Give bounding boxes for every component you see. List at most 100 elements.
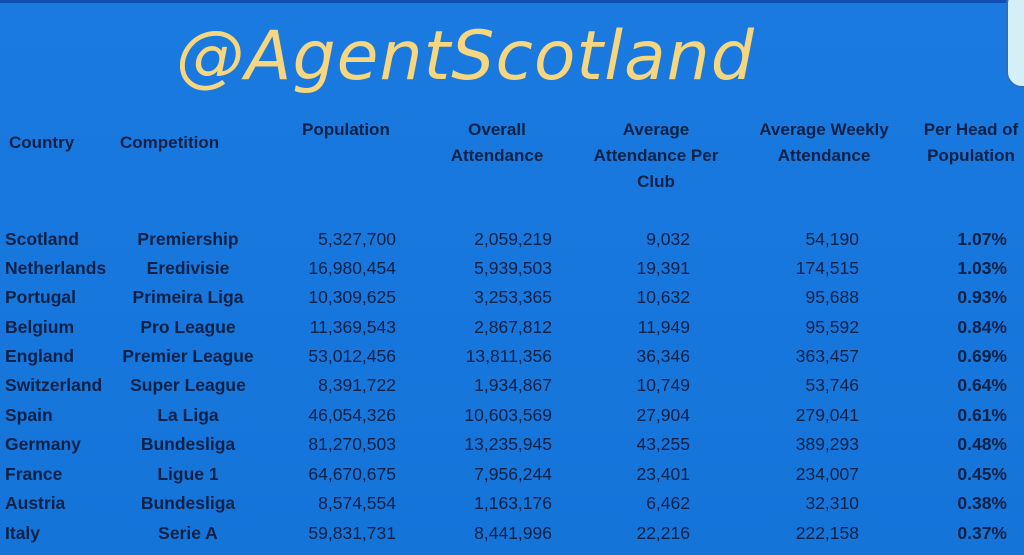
cell-average-weekly: 95,688 <box>805 287 859 307</box>
cell-overall-attendance: 10,603,569 <box>464 405 552 425</box>
cell-average-weekly: 54,190 <box>805 229 859 249</box>
cell-population: 11,369,543 <box>309 317 396 337</box>
cell-competition: Primeira Liga <box>132 287 244 307</box>
header-overall-attendance: Overall Attendance <box>432 117 562 169</box>
table-row: Austria Bundesliga 8,574,554 1,163,176 6… <box>0 489 1024 518</box>
cell-average-per-club: 43,255 <box>636 434 690 454</box>
cell-population: 16,980,454 <box>308 258 396 278</box>
cell-competition: Ligue 1 <box>157 464 219 484</box>
cell-overall-attendance: 2,867,812 <box>474 317 552 337</box>
cell-competition: Premier League <box>122 346 254 366</box>
table-row: Belgium Pro League 11,369,543 2,867,812 … <box>0 313 1024 342</box>
table-row: England Premier League 53,012,456 13,811… <box>0 342 1024 371</box>
cell-average-per-club: 9,032 <box>646 229 690 249</box>
cell-average-per-club: 19,391 <box>636 258 690 278</box>
table-row: Spain La Liga 46,054,326 10,603,569 27,9… <box>0 401 1024 430</box>
cell-per-head: 0.38% <box>957 493 1007 513</box>
header-line: Average Weekly <box>759 120 889 139</box>
cell-population: 5,327,700 <box>318 229 396 249</box>
cell-competition: Pro League <box>140 317 236 337</box>
cell-average-weekly: 279,041 <box>795 405 859 425</box>
cell-population: 59,831,731 <box>308 523 396 543</box>
cell-per-head: 1.07% <box>957 229 1007 249</box>
twitter-handle: @AgentScotland <box>176 17 755 96</box>
header-line: Attendance <box>450 146 544 165</box>
top-border <box>0 0 1024 3</box>
cell-per-head: 0.93% <box>957 287 1007 307</box>
cell-population: 10,309,625 <box>308 287 396 307</box>
cell-country: Italy <box>5 523 41 543</box>
cell-competition: Bundesliga <box>140 434 236 454</box>
table-row: Portugal Primeira Liga 10,309,625 3,253,… <box>0 283 1024 312</box>
cell-population: 81,270,503 <box>308 434 396 454</box>
cell-overall-attendance: 5,939,503 <box>474 258 552 278</box>
cell-country: Netherlands <box>5 258 107 278</box>
cell-population: 46,054,326 <box>308 405 396 425</box>
cell-average-weekly: 389,293 <box>795 434 859 454</box>
cell-average-weekly: 53,746 <box>805 375 859 395</box>
cell-per-head: 0.45% <box>957 464 1007 484</box>
cell-country: Germany <box>5 434 81 454</box>
cell-competition: Eredivisie <box>146 258 230 278</box>
cell-per-head: 0.64% <box>957 375 1007 395</box>
cell-country: Scotland <box>5 229 79 249</box>
cell-average-weekly: 174,515 <box>795 258 859 278</box>
table-row: Switzerland Super League 8,391,722 1,934… <box>0 371 1024 400</box>
cell-population: 64,670,675 <box>308 464 396 484</box>
cell-population: 8,391,722 <box>318 375 396 395</box>
cell-per-head: 0.48% <box>957 434 1007 454</box>
header-line: Club <box>637 172 675 191</box>
cell-average-per-club: 23,401 <box>636 464 690 484</box>
cell-average-weekly: 363,457 <box>795 346 859 366</box>
cell-country: England <box>5 346 75 366</box>
cell-country: Belgium <box>5 317 75 337</box>
header-line: Attendance Per <box>593 146 719 165</box>
cell-average-weekly: 234,007 <box>795 464 859 484</box>
table-row: Scotland Premiership 5,327,700 2,059,219… <box>0 225 1024 254</box>
cell-overall-attendance: 3,253,365 <box>474 287 552 307</box>
cell-country: Switzerland <box>5 375 103 395</box>
cell-average-per-club: 10,749 <box>636 375 690 395</box>
cell-average-per-club: 10,632 <box>636 287 690 307</box>
cell-average-per-club: 22,216 <box>636 523 690 543</box>
cell-per-head: 0.84% <box>957 317 1007 337</box>
cell-competition: Bundesliga <box>140 493 236 513</box>
cell-average-weekly: 95,592 <box>805 317 859 337</box>
cell-average-weekly: 222,158 <box>795 523 859 543</box>
header-line: Per Head of <box>923 120 1019 139</box>
cell-competition: Premiership <box>137 229 239 249</box>
cell-average-per-club: 11,949 <box>637 317 690 337</box>
header-line: Attendance <box>777 146 871 165</box>
corner-decoration <box>1006 0 1024 88</box>
header-country: Country <box>9 133 75 152</box>
cell-average-per-club: 6,462 <box>646 493 690 513</box>
header-line: Average <box>622 120 690 139</box>
cell-per-head: 0.37% <box>957 523 1007 543</box>
cell-overall-attendance: 13,811,356 <box>465 346 552 366</box>
cell-country: France <box>5 464 63 484</box>
table-row: Netherlands Eredivisie 16,980,454 5,939,… <box>0 254 1024 283</box>
cell-competition: Super League <box>130 375 246 395</box>
cell-competition: La Liga <box>157 405 219 425</box>
header-average-weekly-attendance: Average Weekly Attendance <box>748 117 900 169</box>
cell-overall-attendance: 2,059,219 <box>474 229 552 249</box>
header-average-attendance-per-club: Average Attendance Per Club <box>582 117 730 195</box>
cell-overall-attendance: 1,163,176 <box>474 493 552 513</box>
header-per-head-of-population: Per Head of Population <box>915 117 1024 169</box>
header-population: Population <box>302 120 390 139</box>
cell-overall-attendance: 13,235,945 <box>464 434 552 454</box>
header-competition: Competition <box>120 133 220 152</box>
cell-overall-attendance: 7,956,244 <box>474 464 552 484</box>
table-row: Germany Bundesliga 81,270,503 13,235,945… <box>0 430 1024 459</box>
header-line: Overall <box>468 120 526 139</box>
header-line: Population <box>927 146 1015 165</box>
cell-competition: Serie A <box>158 523 218 543</box>
cell-overall-attendance: 8,441,996 <box>474 523 552 543</box>
cell-population: 53,012,456 <box>308 346 396 366</box>
cell-country: Spain <box>5 405 53 425</box>
cell-average-per-club: 36,346 <box>636 346 690 366</box>
cell-average-weekly: 32,310 <box>805 493 859 513</box>
table-row: France Ligue 1 64,670,675 7,956,244 23,4… <box>0 460 1024 489</box>
cell-per-head: 0.61% <box>957 405 1007 425</box>
